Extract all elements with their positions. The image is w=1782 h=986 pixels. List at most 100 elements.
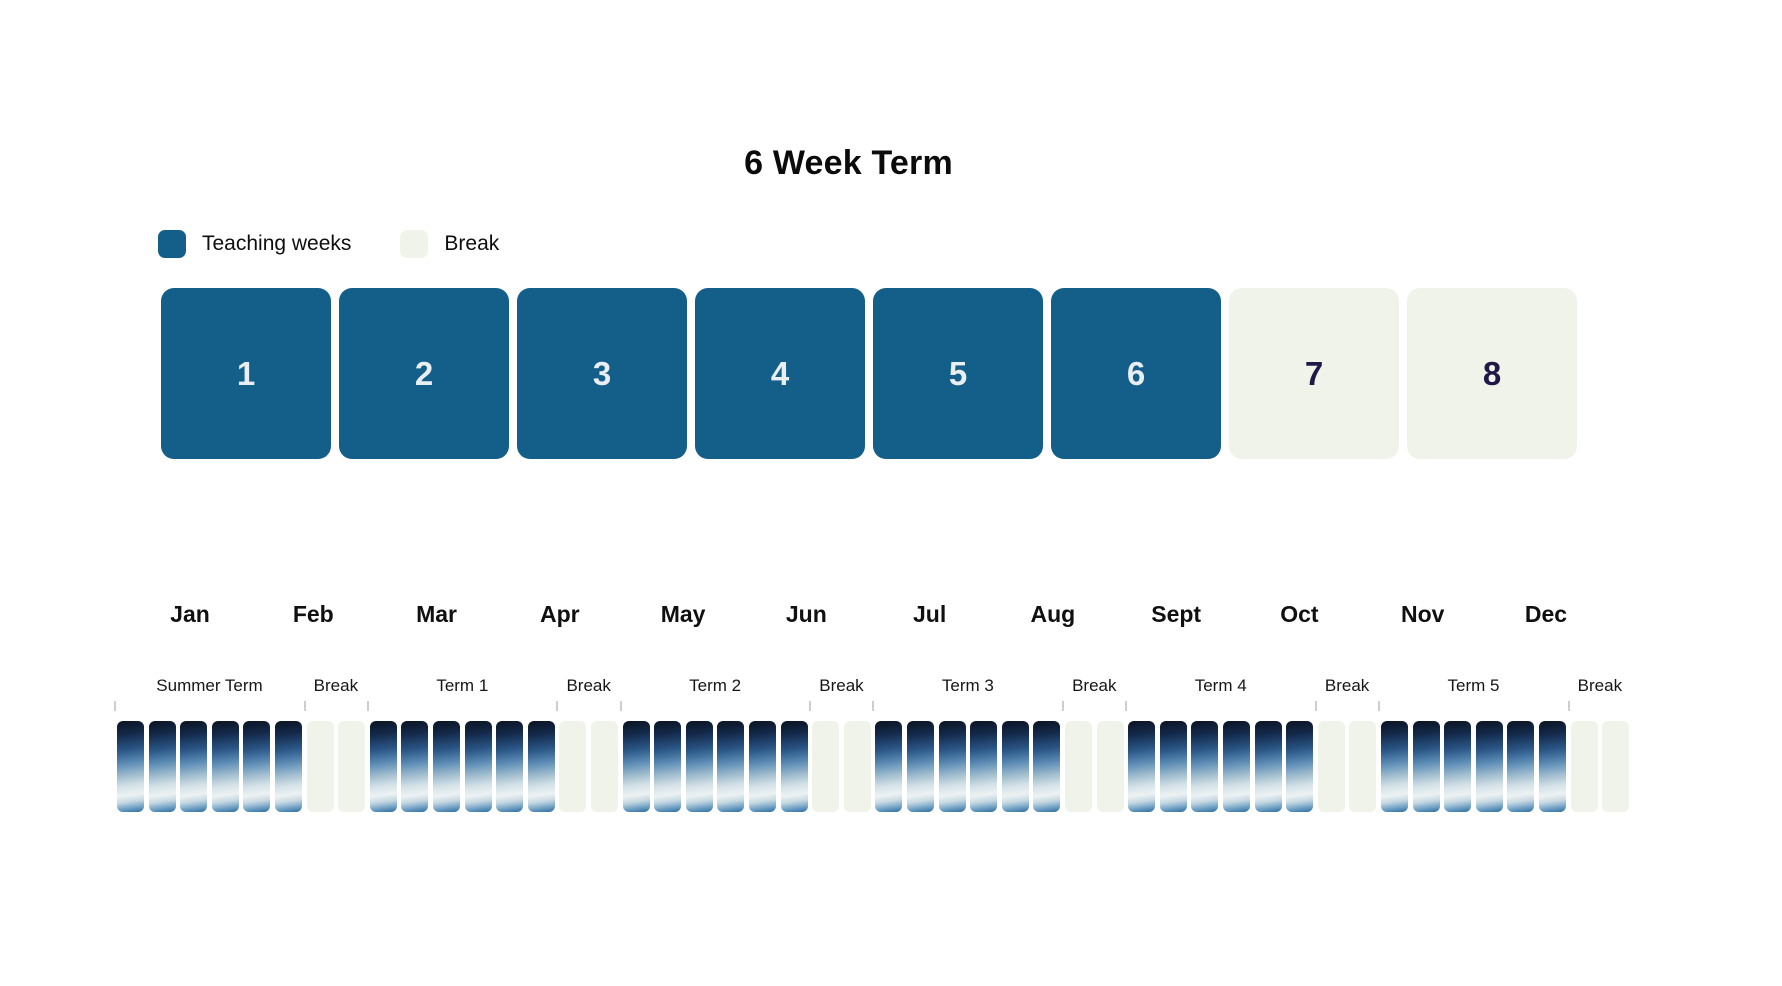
teaching-week-bar <box>464 721 492 812</box>
break-week-bar <box>1570 721 1598 812</box>
timeline-tick <box>1567 701 1570 711</box>
timeline-bars <box>559 721 618 812</box>
timeline-bars <box>1317 721 1377 812</box>
week-number: 7 <box>1304 354 1324 392</box>
timeline-tick <box>303 701 306 711</box>
week-squares-row: 1 2 3 4 5 6 7 8 <box>161 288 1577 459</box>
timeline-group-break-9: Break <box>1314 676 1377 816</box>
timeline-tick <box>1314 701 1317 711</box>
teaching-week-bar <box>685 721 713 812</box>
break-week-bar <box>1317 721 1345 812</box>
break-week-bar <box>559 721 587 812</box>
timeline-bars <box>306 721 366 812</box>
month-label-feb: Feb <box>292 601 334 627</box>
month-label-jan: Jan <box>170 601 210 627</box>
break-week-bar <box>1065 721 1092 812</box>
break-week-bar <box>590 721 618 812</box>
week-square-4: 4 <box>695 288 865 459</box>
month-label-nov: Nov <box>1400 601 1445 627</box>
month-label-jun: Jun <box>785 601 827 627</box>
timeline-group-break-11: Break <box>1567 676 1630 816</box>
teaching-week-bar <box>717 721 745 812</box>
timeline-group-label: Term 5 <box>1447 676 1500 695</box>
teaching-week-bar <box>875 721 903 812</box>
timeline-group-label: Break <box>1577 676 1623 695</box>
timeline-bars <box>1570 721 1630 812</box>
timeline-group-term-4-8: Term 4 <box>1125 676 1314 816</box>
teaching-week-bar <box>496 721 524 812</box>
timeline-tick <box>619 701 622 711</box>
break-swatch-icon <box>400 230 429 258</box>
timeline-tick <box>1062 701 1064 711</box>
timeline-group-label: Break <box>313 676 359 695</box>
year-timeline: Summer Term Break Term 1 Break Term 2 Break Te… <box>0 676 1782 826</box>
week-number: 1 <box>236 354 256 392</box>
timeline-group-term-3-6: Term 3 <box>872 676 1061 816</box>
teaching-week-bar <box>622 721 650 812</box>
teaching-week-bar <box>906 721 934 812</box>
month-label-dec: Dec <box>1524 601 1568 627</box>
teaching-week-bar <box>1412 721 1440 812</box>
teaching-week-bar <box>1001 721 1029 812</box>
teaching-week-bar <box>748 721 776 812</box>
timeline-tick <box>809 701 812 711</box>
teaching-week-bar <box>1159 721 1187 812</box>
chart-title: 6 Week Term <box>744 144 953 182</box>
month-label-sept: Sept <box>1151 601 1202 627</box>
timeline-group-term-2-4: Term 2 <box>619 676 808 816</box>
week-square-6: 6 <box>1051 288 1221 459</box>
timeline-group-label: Term 2 <box>689 676 742 695</box>
timeline-group-label: Break <box>566 676 611 695</box>
legend-label: Teaching weeks <box>202 232 352 255</box>
week-square-5: 5 <box>873 288 1043 459</box>
teaching-week-bar <box>148 721 176 812</box>
timeline-bars <box>812 721 871 812</box>
timeline-group-label: Term 4 <box>1194 676 1247 695</box>
timeline-group-label: Summer Term <box>156 676 263 695</box>
week-number: 8 <box>1482 354 1502 392</box>
timeline-tick <box>1125 701 1128 711</box>
week-number: 2 <box>414 354 434 392</box>
teaching-week-bar <box>1286 721 1314 812</box>
break-week-bar <box>1602 721 1630 812</box>
timeline-group-label: Term 3 <box>941 676 994 695</box>
timeline-group-term-5-10: Term 5 <box>1378 676 1566 816</box>
break-week-bar <box>843 721 871 812</box>
teaching-week-bar <box>970 721 998 812</box>
break-week-bar <box>338 721 366 812</box>
timeline-group-term-1-2: Term 1 <box>366 676 555 816</box>
week-square-3: 3 <box>517 288 687 459</box>
teaching-week-bar <box>1033 721 1061 812</box>
week-number: 5 <box>948 354 968 392</box>
teaching-week-bar <box>369 721 397 812</box>
legend-item-break: Break <box>400 230 499 258</box>
month-label-aug: Aug <box>1030 601 1076 627</box>
teaching-week-bar <box>1128 721 1156 812</box>
week-square-1: 1 <box>161 288 331 459</box>
timeline-group-summer-term-0: Summer Term <box>114 676 302 816</box>
week-square-7: 7 <box>1229 288 1399 459</box>
teaching-week-bar <box>1538 721 1566 812</box>
timeline-group-label: Break <box>1324 676 1370 695</box>
months-axis: Jan Feb Mar Apr May Jun Jul Aug Sept Oct Nov Dec <box>0 601 1782 629</box>
month-label-apr: Apr <box>539 601 580 627</box>
timeline-bars <box>369 721 555 812</box>
timeline-bars <box>1128 721 1314 812</box>
teaching-week-bar <box>274 721 302 812</box>
timeline-bars <box>1381 721 1566 812</box>
week-number: 3 <box>592 354 612 392</box>
timeline-tick <box>1378 701 1380 711</box>
timeline-group-label: Term 1 <box>436 676 489 695</box>
week-square-8: 8 <box>1407 288 1577 459</box>
teaching-week-bar <box>527 721 555 812</box>
timeline-bars <box>622 721 808 812</box>
timeline-group-break-3: Break <box>556 676 618 816</box>
week-number: 4 <box>770 354 790 392</box>
teaching-week-bar <box>1381 721 1408 812</box>
timeline-tick <box>556 701 559 711</box>
teaching-swatch-icon <box>158 230 186 258</box>
teaching-week-bar <box>432 721 460 812</box>
month-label-jul: Jul <box>912 601 947 627</box>
timeline-tick <box>114 701 116 711</box>
